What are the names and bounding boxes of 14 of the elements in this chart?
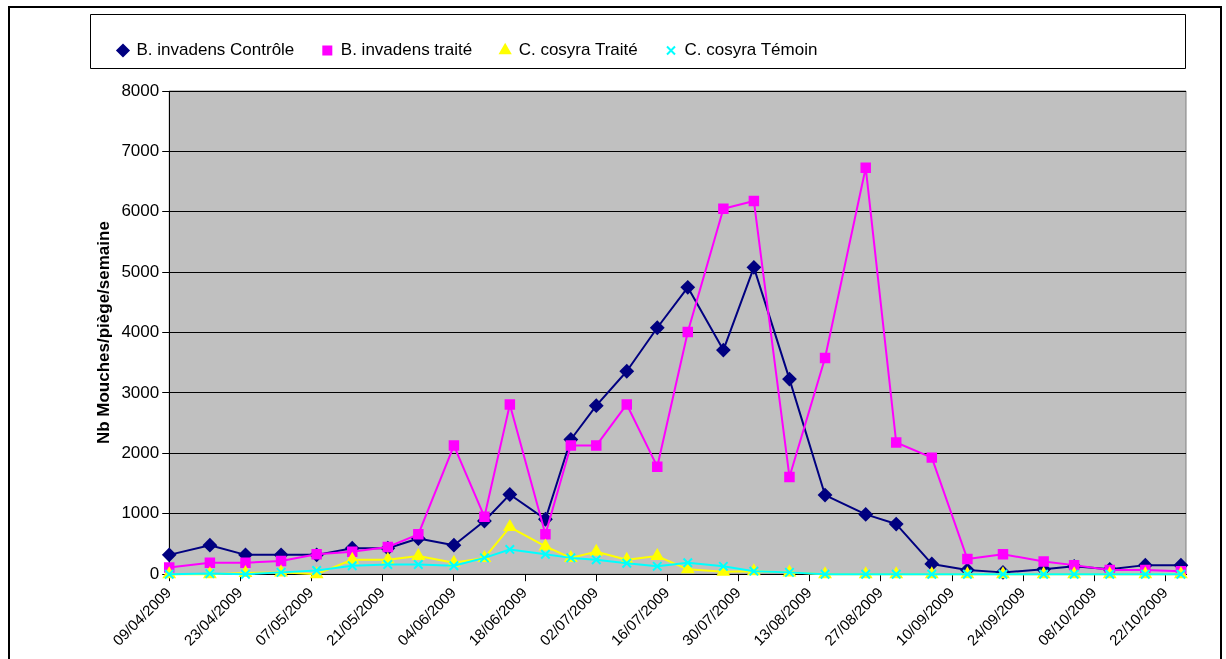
legend-label: B. invadens traité [340, 40, 473, 60]
y-tick-label: 8000 [121, 80, 160, 100]
legend-label: B. invadens Contrôle [136, 40, 295, 60]
y-tick-label: 1000 [121, 503, 160, 523]
legend-label: C. cosyra Traité [518, 40, 638, 60]
y-tick-label: 3000 [121, 382, 160, 402]
y-tick-label: 6000 [121, 201, 160, 221]
y-tick-label: 4000 [121, 322, 160, 342]
legend-label: C. cosyra Témoin [684, 40, 818, 60]
y-tick-label: 5000 [121, 261, 160, 281]
y-tick-label: 0 [149, 563, 160, 583]
y-tick-label: 2000 [121, 443, 160, 463]
y-tick-label: 7000 [121, 141, 160, 161]
y-axis-title: Nb Mouches/piège/semaine [93, 221, 113, 445]
